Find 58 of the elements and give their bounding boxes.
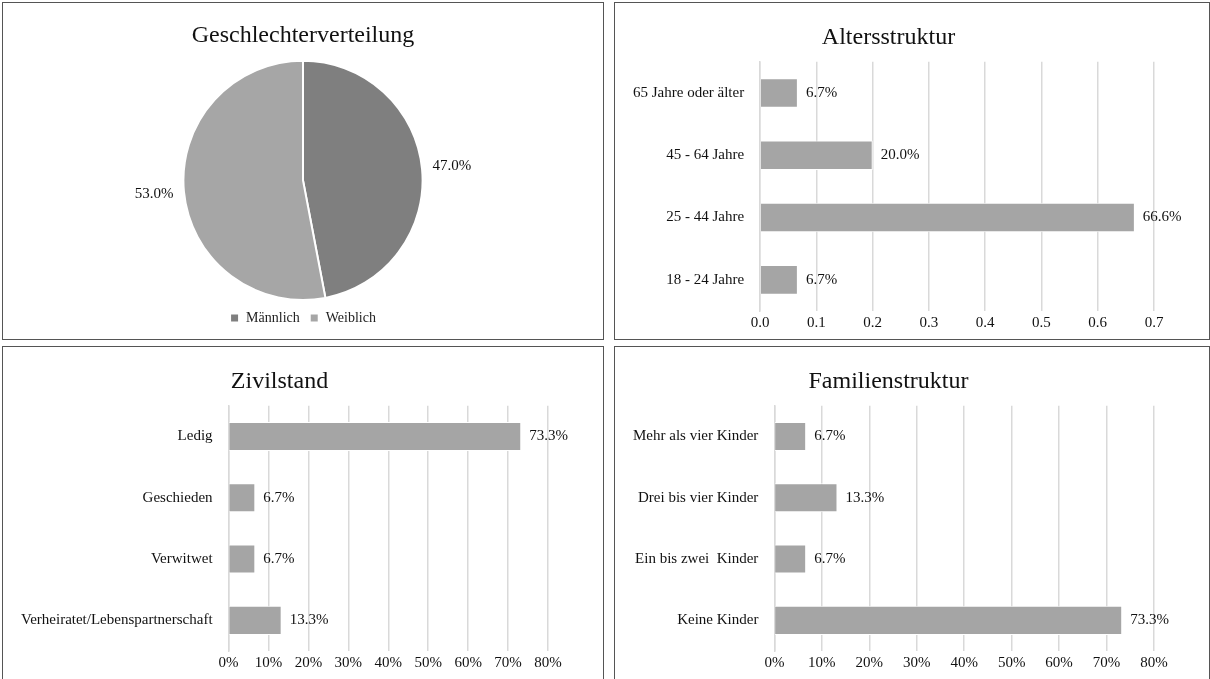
x-tick-label: 0.0 <box>750 313 770 330</box>
x-tick-label: 30% <box>902 653 931 670</box>
chart-title: Familienstruktur <box>808 366 969 393</box>
chart-title: Zivilstand <box>230 366 329 393</box>
data-label: 6.7% <box>814 549 846 566</box>
y-tick-label: 45 - 64 Jahre <box>666 146 745 163</box>
y-tick-label: Ein bis zwei Kinder <box>635 549 759 566</box>
y-tick-label: 25 - 44 Jahre <box>666 208 745 225</box>
x-tick-label: 0.7 <box>1144 313 1164 330</box>
y-tick-label: Keine Kinder <box>677 611 759 628</box>
y-tick-label: Verheiratet/Lebenspartnerschaft <box>20 611 214 628</box>
y-tick-label: Verwitwet <box>150 549 214 566</box>
x-tick-label: 10% <box>808 653 836 670</box>
x-tick-label: 40% <box>374 653 403 670</box>
chart-title: Altersstruktur <box>821 22 956 49</box>
x-tick-label: 80% <box>1140 653 1168 670</box>
x-tick-label: 0.4 <box>975 313 996 330</box>
x-tick-label: 20% <box>294 653 323 670</box>
x-tick-label: 0.2 <box>863 313 883 330</box>
x-tick-label: 70% <box>494 653 522 670</box>
data-label: 13.3% <box>289 611 329 628</box>
data-label: 6.7% <box>263 549 295 566</box>
x-tick-label: 0% <box>218 653 239 670</box>
data-label: 73.3% <box>1130 611 1169 628</box>
y-tick-label: Drei bis vier Kinder <box>637 488 759 505</box>
y-tick-label: 65 Jahre oder älter <box>632 83 745 100</box>
legend-label: Weiblich <box>325 309 376 325</box>
x-tick-label: 0.5 <box>1032 313 1051 330</box>
x-tick-label: 30% <box>334 653 363 670</box>
x-tick-label: 20% <box>855 653 884 670</box>
x-tick-label: 80% <box>534 653 562 670</box>
x-tick-label: 0.3 <box>919 313 939 330</box>
chart-title: Geschlechterverteilung <box>191 20 415 47</box>
y-tick-label: Ledig <box>177 427 214 444</box>
x-tick-label: 60% <box>454 653 482 670</box>
data-label: 53.0% <box>134 185 174 202</box>
data-label: 6.7% <box>805 270 838 287</box>
data-label: 73.3% <box>529 427 568 444</box>
legend-label: Männlich <box>246 309 300 325</box>
x-tick-label: 40% <box>950 653 978 670</box>
x-tick-label: 50% <box>997 653 1026 670</box>
x-tick-label: 0.1 <box>807 313 826 330</box>
x-tick-label: 0.6 <box>1088 313 1108 330</box>
data-label: 66.6% <box>1142 208 1182 225</box>
x-tick-label: 60% <box>1045 653 1073 670</box>
data-label: 13.3% <box>845 488 885 505</box>
x-tick-label: 0% <box>764 653 785 670</box>
y-tick-label: Mehr als vier Kinder <box>632 427 759 444</box>
data-label: 6.7% <box>263 488 295 505</box>
y-tick-label: 18 - 24 Jahre <box>666 270 745 287</box>
data-label: 20.0% <box>880 146 920 163</box>
x-tick-label: 50% <box>414 653 442 670</box>
data-label: 6.7% <box>814 427 846 444</box>
x-tick-label: 10% <box>254 653 283 670</box>
x-tick-label: 70% <box>1092 653 1121 670</box>
y-tick-label: Geschieden <box>142 488 214 505</box>
data-label: 47.0% <box>432 157 472 174</box>
data-label: 6.7% <box>805 83 838 100</box>
